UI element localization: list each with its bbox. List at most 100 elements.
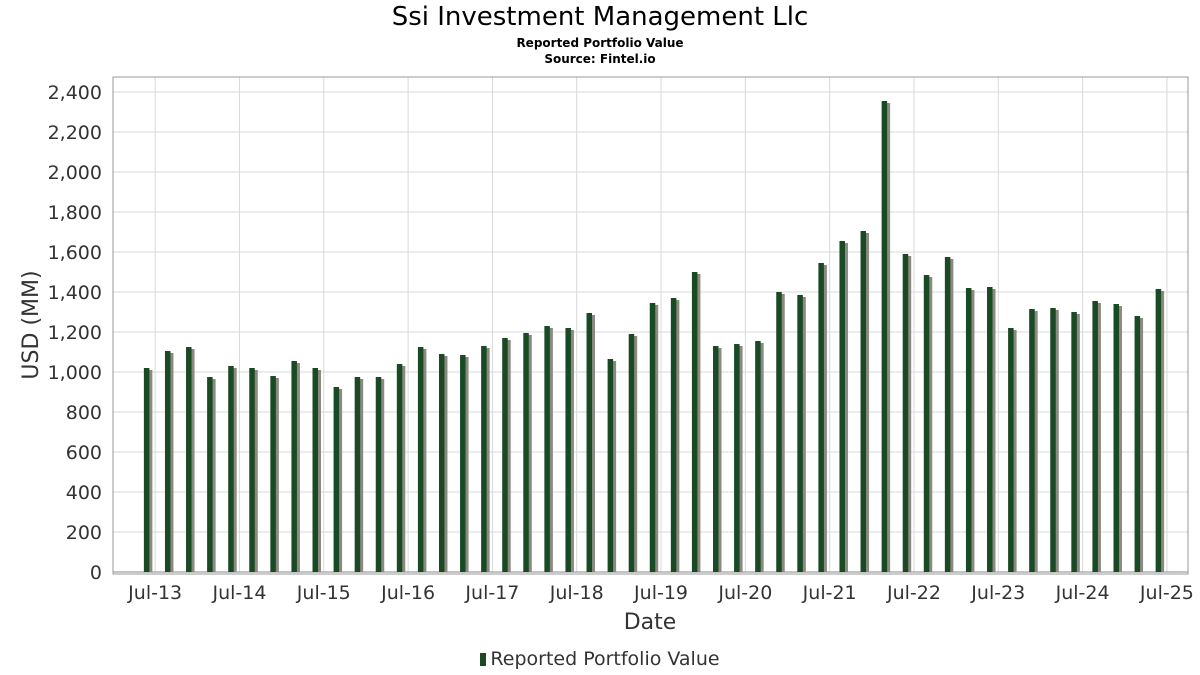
bar [923, 275, 930, 572]
y-tick-label: 400 [66, 482, 102, 504]
bar [649, 303, 656, 572]
bar [186, 347, 192, 572]
y-tick-label: 2,000 [48, 162, 102, 184]
y-tick-label: 1,400 [48, 282, 102, 304]
bar [818, 263, 824, 572]
bar [312, 368, 319, 572]
x-tick-label: Jul-24 [1055, 582, 1110, 604]
bar [143, 368, 150, 572]
bar [207, 377, 213, 572]
bar-series [143, 101, 1165, 572]
bar [607, 359, 614, 572]
bar-shadow [357, 379, 364, 572]
bar [544, 326, 550, 572]
x-tick-label: Jul-13 [127, 582, 182, 604]
x-tick-label: Jul-25 [1139, 582, 1194, 604]
bar-shadow [463, 357, 469, 572]
bar [776, 292, 782, 572]
chart-title: Ssi Investment Management Llc [391, 2, 809, 32]
bar [734, 344, 740, 572]
y-axis-ticks: 0 200 400 600 800 1,000 1,200 1,400 1,600 1,800 2,… [48, 82, 102, 584]
bar [860, 231, 867, 572]
bar-shadow [884, 103, 891, 572]
bar [691, 272, 698, 572]
bar [881, 101, 888, 572]
bar [249, 368, 255, 572]
bar [1071, 312, 1077, 572]
bar-shadow [315, 370, 322, 572]
bar-shadow [231, 368, 237, 572]
x-tick-label: Jul-16 [380, 582, 435, 604]
bar-shadow [1011, 330, 1017, 572]
bar [712, 346, 719, 572]
bar-shadow [652, 305, 659, 572]
bar-shadow [484, 348, 490, 572]
x-tick-label: Jul-21 [802, 582, 857, 604]
x-tick-label: Jul-17 [464, 582, 519, 604]
bar-shadow [947, 259, 954, 572]
y-tick-label: 1,200 [48, 322, 102, 344]
bar-shadow [737, 346, 743, 572]
bar [1134, 316, 1141, 572]
x-tick-label: Jul-20 [717, 582, 772, 604]
bar-shadow [990, 289, 996, 572]
bar [291, 361, 297, 572]
bar-shadow [273, 378, 279, 572]
y-tick-label: 1,600 [48, 242, 102, 264]
bar-shadow [610, 361, 617, 572]
bar [502, 338, 508, 572]
y-tick-label: 2,400 [48, 82, 102, 104]
y-tick-label: 2,200 [48, 122, 102, 144]
bar-shadow [863, 233, 870, 572]
bar [1008, 328, 1014, 572]
bar [481, 346, 487, 572]
bar [417, 347, 424, 572]
chart-source: Source: Fintel.io [544, 52, 656, 66]
bar [987, 287, 993, 572]
x-axis-label: Date [624, 610, 677, 635]
bar-shadow [779, 294, 785, 572]
bar-shadow [336, 389, 343, 572]
bar [460, 355, 466, 572]
bar [396, 364, 403, 572]
y-tick-label: 0 [90, 562, 102, 584]
bar-shadow [420, 349, 427, 572]
bar [1029, 309, 1035, 572]
bar [354, 377, 361, 572]
x-tick-label: Jul-22 [886, 582, 941, 604]
bar [628, 334, 635, 572]
bar [1092, 301, 1098, 572]
bar-shadow [252, 370, 258, 572]
x-tick-label: Jul-18 [549, 582, 604, 604]
bar-shadow [926, 277, 933, 572]
y-tick-label: 600 [66, 442, 102, 464]
legend: Reported Portfolio Value [0, 648, 1200, 670]
bar-shadow [1116, 306, 1122, 572]
bar-shadow [189, 349, 195, 572]
bar-shadow [821, 265, 827, 572]
bar-shadow [505, 340, 511, 572]
y-axis-label: USD (MM) [19, 270, 44, 379]
bar [670, 298, 677, 572]
bar-shadow [1137, 318, 1144, 572]
bar-shadow [968, 290, 975, 572]
bar-shadow [758, 343, 764, 572]
bar-shadow [441, 356, 448, 572]
bar-shadow [294, 363, 300, 572]
bar-shadow [526, 335, 532, 572]
x-axis-ticks: Jul-13 Jul-14 Jul-15 Jul-16 Jul-17 Jul-18 Jul-… [127, 582, 1194, 604]
bar [1050, 308, 1056, 572]
bar-shadow [905, 256, 912, 572]
bar-shadow [694, 274, 701, 572]
bar [375, 377, 382, 572]
bar [228, 366, 234, 572]
bar-shadow [547, 328, 553, 572]
bar-shadow [167, 353, 174, 572]
bar [965, 288, 972, 572]
bar [438, 354, 445, 572]
bar-shadow [399, 366, 406, 572]
bar-shadow [568, 330, 574, 572]
legend-swatch-icon [480, 653, 487, 666]
bar [1155, 289, 1162, 572]
